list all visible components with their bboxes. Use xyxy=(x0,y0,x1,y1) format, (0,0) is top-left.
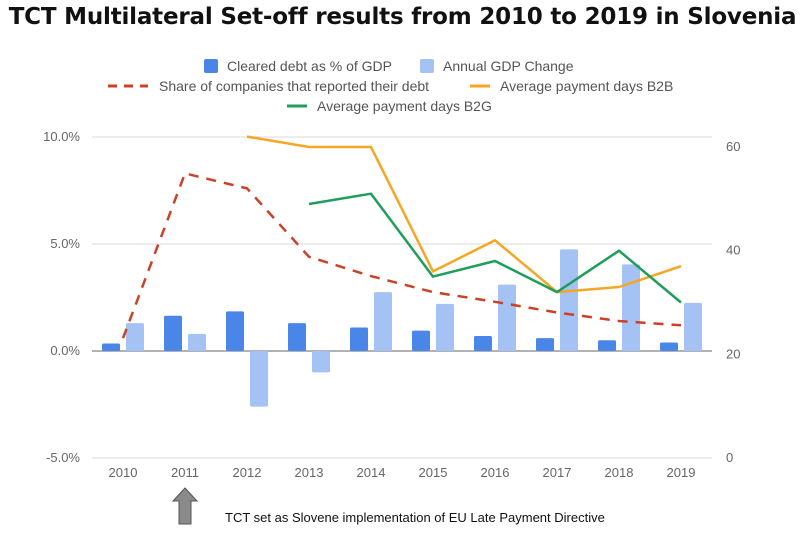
bar-cleared-debt xyxy=(474,336,492,351)
y-tick-label-left: 0.0% xyxy=(50,343,80,358)
chart-title: TCT Multilateral Set-off results from 20… xyxy=(8,4,797,30)
legend-item-b2b: Average payment days B2B xyxy=(470,78,673,94)
bar-gdp-change xyxy=(312,351,330,373)
legend-label-cleared-debt: Cleared debt as % of GDP xyxy=(227,58,392,74)
x-tick-label: 2019 xyxy=(667,465,696,480)
y-tick-label-right: 0 xyxy=(726,450,733,465)
bar-cleared-debt xyxy=(598,340,616,351)
bar-gdp-change xyxy=(374,292,392,351)
x-tick-label: 2011 xyxy=(171,465,199,480)
bar-gdp-change xyxy=(498,284,516,351)
x-tick-label: 2016 xyxy=(481,465,510,480)
bar-gdp-change xyxy=(560,249,578,351)
annotation-text: TCT set as Slovene implementation of EU … xyxy=(225,510,605,525)
axes: 10.0% 5.0% 0.0% -5.0% 60 40 20 0 2010 2011 2012 201… xyxy=(43,129,740,480)
legend-item-cleared-debt: Cleared debt as % of GDP xyxy=(204,58,392,74)
legend-item-gdp-change: Annual GDP Change xyxy=(420,58,574,74)
x-tick-label: 2015 xyxy=(419,465,448,480)
bar-cleared-debt xyxy=(350,327,368,351)
bar-cleared-debt xyxy=(226,311,244,351)
legend-item-share-reported: Share of companies that reported their d… xyxy=(108,78,429,94)
up-arrow-icon xyxy=(171,487,199,525)
bar-gdp-change xyxy=(684,302,702,351)
x-tick-label: 2018 xyxy=(605,465,634,480)
y-tick-label-left: -5.0% xyxy=(46,450,80,465)
legend: Cleared debt as % of GDP Annual GDP Chan… xyxy=(108,58,673,114)
legend-label-gdp-change: Annual GDP Change xyxy=(443,58,574,74)
bar-gdp-change xyxy=(188,333,206,351)
bar-cleared-debt xyxy=(660,342,678,351)
gridlines xyxy=(92,136,712,459)
legend-item-b2g: Average payment days B2G xyxy=(287,98,492,114)
bar-gdp-change xyxy=(126,323,144,351)
bar-gdp-change xyxy=(622,264,640,351)
x-tick-label: 2013 xyxy=(295,465,324,480)
x-tick-label: 2014 xyxy=(357,465,386,480)
line-b2b xyxy=(246,135,682,294)
y-tick-label-right: 40 xyxy=(726,243,740,258)
y-tick-label-left: 10.0% xyxy=(43,129,80,144)
bar-cleared-debt xyxy=(164,315,182,351)
y-tick-label-right: 20 xyxy=(726,346,740,361)
y-tick-label-right: 60 xyxy=(726,139,740,154)
legend-swatch-gdp-change xyxy=(420,59,434,73)
bar-cleared-debt xyxy=(102,343,120,351)
bar-cleared-debt xyxy=(536,338,554,351)
line-b2g xyxy=(308,192,682,304)
line-share-reported xyxy=(121,172,682,339)
bars xyxy=(102,249,702,407)
x-tick-label: 2012 xyxy=(233,465,262,480)
lines xyxy=(121,135,682,339)
legend-label-share-reported: Share of companies that reported their d… xyxy=(159,78,429,94)
bar-cleared-debt xyxy=(412,330,430,351)
annotation: TCT set as Slovene implementation of EU … xyxy=(171,487,605,525)
bar-cleared-debt xyxy=(288,323,306,351)
x-tick-label: 2017 xyxy=(543,465,572,480)
bar-gdp-change xyxy=(436,303,454,351)
legend-label-b2b: Average payment days B2B xyxy=(500,78,673,94)
y-tick-label-left: 5.0% xyxy=(50,236,80,251)
bar-gdp-change xyxy=(250,351,268,407)
legend-label-b2g: Average payment days B2G xyxy=(317,98,492,114)
legend-swatch-cleared-debt xyxy=(204,59,218,73)
x-tick-label: 2010 xyxy=(109,465,138,480)
